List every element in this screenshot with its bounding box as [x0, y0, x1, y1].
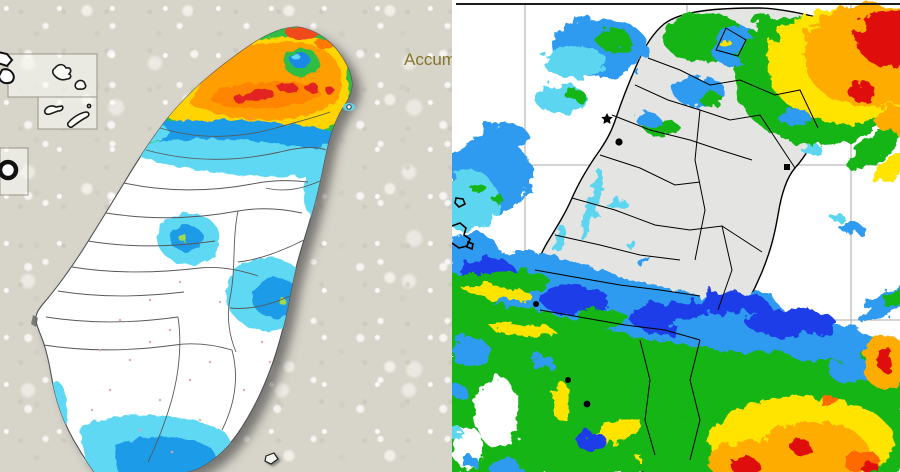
rainfall-map [0, 26, 355, 472]
radar-station-markers [533, 113, 790, 408]
rainfall-caption: Accum [404, 50, 452, 69]
rainfall-map-panel: Accum [0, 0, 452, 472]
station-speckles [90, 280, 272, 454]
inset-islands-boxes [0, 51, 98, 196]
radar-station-dot [533, 301, 539, 307]
radar-station-square [784, 164, 790, 170]
radar-echoes [452, 3, 900, 472]
radar-station-dot [615, 138, 623, 146]
radar-map [452, 3, 900, 472]
radar-county-borders [534, 27, 819, 461]
radar-station-dot [565, 377, 571, 383]
county-borders [43, 111, 331, 463]
matsu-islands-box [7, 53, 98, 98]
offshore-islets [31, 103, 355, 465]
penghu-islands-outline [452, 197, 474, 251]
radar-station-star [601, 113, 613, 124]
radar-station-dot [583, 400, 591, 408]
radar-map-panel [452, 0, 900, 472]
